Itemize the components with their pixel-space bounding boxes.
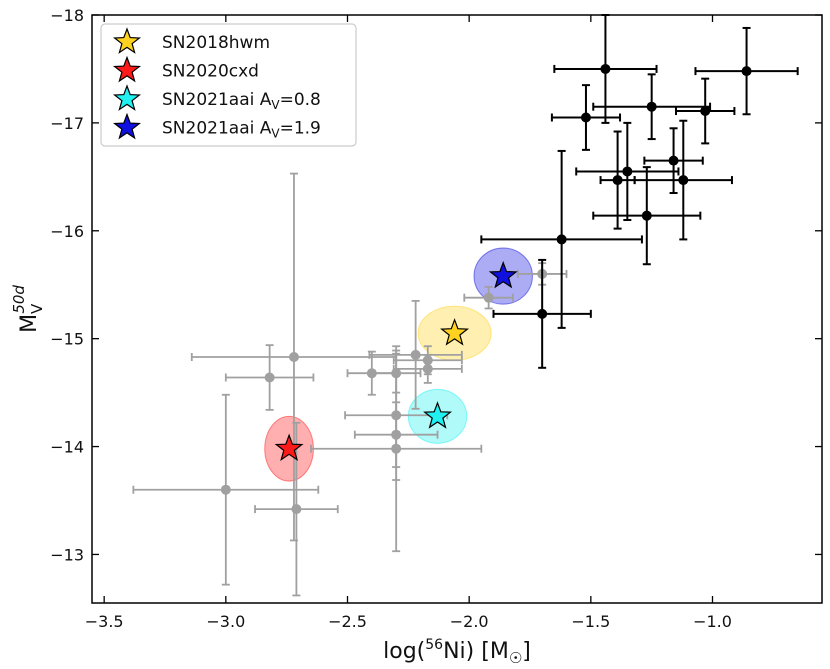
legend-entry-SN2020cxd: SN2020cxd — [112, 55, 259, 83]
data-point — [480, 149, 643, 329]
data-point — [550, 84, 622, 151]
data-point — [392, 345, 463, 376]
point-marker — [483, 292, 494, 303]
point-marker — [422, 355, 433, 366]
y-axis-label: MV50d — [10, 285, 46, 333]
star-SN2020cxd — [274, 433, 304, 462]
axis-ticks: −3.5 −3.0 −2.5 −2.0 −1.5 −1.0 −13 −14 −15 −16 −17 −… — [50, 6, 822, 631]
point-marker — [700, 106, 711, 117]
legend-star-icon — [112, 55, 142, 83]
star-SN2021aai-av08 — [423, 401, 453, 429]
legend-entry-SN2021aai-av19: SN2021aai AV=1.9 — [112, 112, 321, 141]
x-tick-label: −2.5 — [328, 612, 367, 631]
y-tick-label: −15 — [50, 330, 84, 349]
x-tick-label: −2.0 — [450, 612, 489, 631]
legend-star-icon — [112, 112, 142, 140]
legend-star-icon — [112, 84, 142, 111]
y-tick-label: −16 — [50, 222, 84, 241]
data-point — [492, 258, 592, 369]
point-marker — [288, 352, 299, 363]
data-point — [633, 119, 733, 241]
data-point — [368, 300, 463, 410]
data-point — [675, 77, 736, 145]
point-marker — [391, 443, 402, 454]
legend-label: SN2018hwm — [162, 33, 270, 53]
point-marker — [556, 234, 567, 245]
series-black — [480, 14, 799, 369]
x-tick-label: −3.0 — [206, 612, 245, 631]
point-marker — [646, 101, 657, 112]
point-marker — [410, 349, 421, 360]
point-marker — [668, 155, 679, 166]
data-point — [592, 73, 712, 141]
legend-label: SN2021aai AV=0.8 — [162, 90, 321, 112]
data-point — [310, 345, 483, 553]
legend-entry-SN2018hwm: SN2018hwm — [112, 27, 270, 54]
data-point — [254, 421, 339, 597]
plot-frame — [91, 14, 823, 604]
legend-label: SN2021aai AV=1.9 — [162, 119, 321, 141]
point-marker — [264, 372, 275, 383]
series-grey — [132, 172, 568, 597]
x-tick-label: −1.0 — [693, 612, 732, 631]
data-point — [132, 393, 320, 586]
point-marker — [600, 63, 611, 74]
y-tick-label: −17 — [50, 114, 84, 133]
data-point — [599, 130, 636, 230]
data-point — [575, 121, 680, 221]
legend: SN2018hwm SN2020cxd SN2021aai AV=0.8 SN2021… — [100, 23, 357, 147]
highlighted-stars — [274, 260, 518, 462]
y-tick-label: −14 — [50, 438, 84, 457]
star-SN2018hwm — [440, 318, 470, 346]
star-SN2021aai-av19 — [488, 260, 518, 289]
point-marker — [622, 166, 633, 177]
point-marker — [741, 66, 752, 77]
point-marker — [580, 112, 591, 123]
point-marker — [641, 210, 652, 221]
point-marker — [612, 175, 623, 186]
legend-label: SN2020cxd — [162, 62, 259, 82]
legend-frame — [100, 23, 357, 147]
data-point — [694, 26, 799, 116]
x-tick-label: −3.5 — [85, 612, 124, 631]
point-marker — [291, 504, 302, 515]
y-tick-label: −18 — [50, 6, 84, 25]
data-point — [643, 127, 704, 195]
legend-star-icon — [112, 27, 142, 54]
x-axis-label: log(56Ni) [M☉] — [383, 637, 531, 667]
data-point — [224, 344, 315, 411]
y-tick-label: −13 — [50, 545, 84, 564]
legend-entry-SN2021aai-av08: SN2021aai AV=0.8 — [112, 84, 321, 112]
point-marker — [220, 484, 231, 495]
x-tick-label: −1.5 — [571, 612, 610, 631]
data-point — [463, 285, 514, 310]
data-point — [592, 166, 702, 266]
point-marker — [537, 308, 548, 319]
point-marker — [678, 175, 689, 186]
data-point — [190, 172, 398, 542]
